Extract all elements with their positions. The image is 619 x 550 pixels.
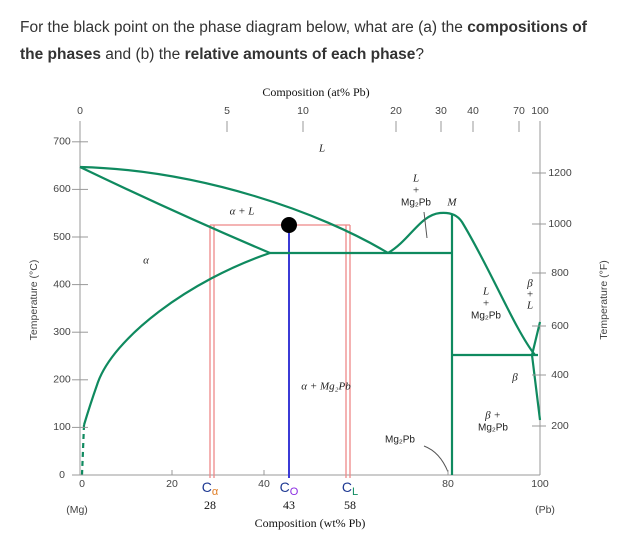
question: For the black point on the phase diagram… — [20, 14, 600, 68]
left-end-label: (Mg) — [66, 504, 88, 516]
top-tick-label: 5 — [224, 105, 230, 117]
left-tick-label: 200 — [53, 374, 71, 386]
left-tick-label: 300 — [53, 326, 71, 338]
question-text: ? — [415, 46, 425, 63]
region-label: Mg₂Pb — [385, 435, 415, 446]
marker-symbol: C — [202, 479, 212, 495]
bottom-tick-label: 80 — [442, 478, 454, 490]
region-label: L — [412, 173, 419, 185]
right-tick-label: 400 — [551, 369, 569, 381]
right-end-label: (Pb) — [535, 504, 555, 516]
region-label: α — [143, 255, 149, 267]
region-label: α + L — [230, 206, 255, 218]
top-tick-label: 10 — [297, 105, 309, 117]
question-text: and (b) the — [100, 46, 185, 63]
region-label: Mg₂Pb — [401, 198, 431, 209]
top-tick-label: 0 — [77, 105, 83, 117]
top-tick-label: 40 — [467, 105, 479, 117]
region-label: M — [446, 197, 457, 209]
left-tick-label: 600 — [53, 183, 71, 195]
bottom-axis-title: Composition (wt% Pb) — [255, 516, 366, 530]
region-label: β + — [484, 410, 501, 422]
region-label: + — [482, 298, 489, 310]
question-text: For the black point on the phase diagram… — [20, 19, 468, 36]
marker-subscript: α — [212, 486, 219, 498]
marker-label: Cα — [202, 479, 219, 498]
marker-label: CL — [342, 479, 358, 498]
tie-lines — [209, 224, 351, 478]
marker-label: CO — [280, 479, 299, 498]
right-tick-label: 600 — [551, 320, 569, 332]
arrows — [423, 211, 449, 473]
region-label: L — [318, 143, 325, 155]
region-label: + — [526, 289, 533, 301]
right-tick-label: 1200 — [548, 167, 572, 179]
top-axis-title: Composition (at% Pb) — [262, 85, 369, 99]
right-tick-label: 1000 — [548, 218, 572, 230]
marker-symbol: C — [280, 479, 290, 495]
marker-subscript: L — [352, 486, 358, 498]
bottom-tick-label: 0 — [79, 478, 85, 490]
region-label: β — [526, 278, 533, 290]
top-tick-label: 20 — [390, 105, 402, 117]
bottom-tick-label: 40 — [258, 478, 270, 490]
bottom-tick-label: 100 — [531, 478, 549, 490]
region-label: + — [412, 185, 419, 197]
left-axis-title: Temperature (°C) — [28, 260, 40, 341]
left-tick-label: 500 — [53, 231, 71, 243]
phase-boundaries — [79, 165, 542, 476]
top-tick-label: 70 — [513, 105, 525, 117]
right-tick-label: 200 — [551, 420, 569, 432]
region-label: L — [526, 300, 533, 312]
bottom-tick-label: 20 — [166, 478, 178, 490]
region-label: L — [482, 286, 489, 298]
left-tick-label: 100 — [53, 421, 71, 433]
right-tick-label: 800 — [551, 267, 569, 279]
region-label: α + Mg₂Pb — [301, 381, 351, 393]
question-emphasis: compositions of the phases — [20, 19, 587, 63]
left-tick-label: 400 — [53, 278, 71, 290]
marker-symbol: C — [342, 479, 352, 495]
region-label: β — [511, 372, 518, 384]
marker-value: 43 — [283, 498, 295, 512]
top-tick-label: 100 — [531, 105, 549, 117]
black-point — [281, 217, 297, 233]
right-axis-title: Temperature (°F) — [598, 260, 610, 339]
marker-value: 28 — [204, 498, 216, 512]
marker-subscript: O — [290, 486, 299, 498]
region-label: Mg₂Pb — [478, 423, 508, 434]
question-emphasis: relative amounts of each phase — [184, 46, 416, 63]
left-tick-label: 700 — [53, 136, 71, 148]
top-tick-label: 30 — [435, 105, 447, 117]
region-label: Mg₂Pb — [471, 311, 501, 322]
marker-value: 58 — [344, 498, 356, 512]
left-tick-label: 0 — [59, 469, 65, 481]
